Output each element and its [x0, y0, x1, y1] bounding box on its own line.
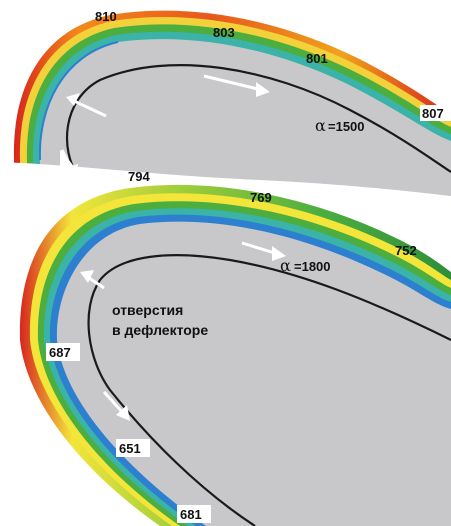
bottom-blade-metal-body	[56, 221, 451, 526]
deflector-holes-note-line2: в дефлекторе	[112, 322, 208, 338]
bottom-temp-label-687: 687	[49, 345, 71, 360]
top-blade-cooling-channel	[65, 64, 451, 177]
top-temp-label-4-box	[420, 105, 451, 121]
bottom-temp-label-681-box	[177, 505, 211, 523]
top-blade-flow-arrow-down	[60, 149, 78, 178]
top-blade-metal-body	[39, 39, 451, 196]
bottom-blade-cooling-channel	[87, 254, 451, 526]
top-temp-label-2: 803	[213, 25, 235, 40]
bottom-temp-label-651-box	[116, 439, 150, 457]
top-blade-inner-cool-edge	[38, 41, 119, 161]
bottom-temp-label-687-box	[46, 343, 80, 361]
top-temp-label-4: 807	[422, 106, 444, 121]
top-blade-section: 810 803 801 807 α =1500	[0, 9, 451, 210]
top-temp-label-3: 801	[306, 51, 328, 66]
top-alpha-symbol: α	[315, 116, 326, 135]
bottom-alpha-symbol: α	[280, 256, 291, 275]
top-blade-flow-arrow-left	[66, 93, 107, 118]
bottom-temp-label-651: 651	[119, 441, 141, 456]
bottom-temp-label-1: 769	[250, 190, 272, 205]
deflector-holes-note-line1: отверстия	[112, 302, 183, 318]
bottom-blade-flow-arrow-right	[241, 241, 286, 261]
bottom-blade-flow-arrow-down	[102, 390, 130, 421]
bottom-blade-section: 794 769 752 α =1800 отверстия в дефлекто…	[19, 169, 451, 526]
bottom-temp-label-681: 681	[180, 507, 202, 522]
top-blade-flow-arrow-right	[203, 74, 270, 97]
top-temp-label-1: 810	[95, 9, 117, 24]
bottom-alpha-value: =1800	[294, 259, 331, 274]
bottom-temp-label-2: 752	[395, 243, 417, 258]
bottom-blade-flow-arrow-left	[80, 270, 105, 290]
bottom-temp-label-794: 794	[128, 169, 150, 184]
top-alpha-value: =1500	[328, 119, 365, 134]
